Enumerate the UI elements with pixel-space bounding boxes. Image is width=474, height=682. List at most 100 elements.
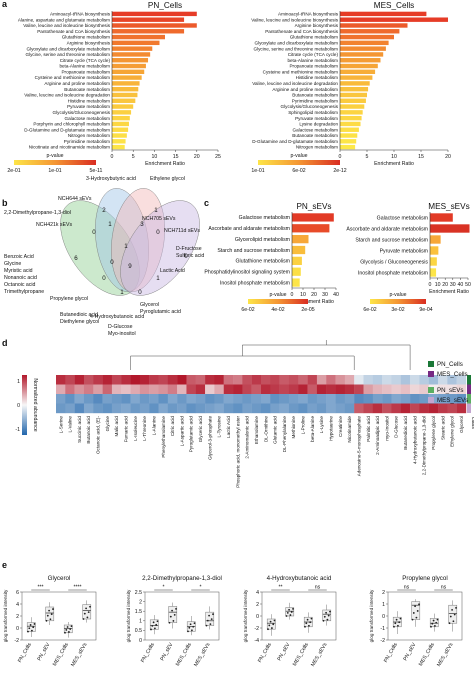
y-tick-label: 2 [382,590,385,596]
heatmap-cell [65,375,75,385]
heatmap-column-label: L-Valine [68,416,73,433]
heatmap-cell [121,394,131,404]
heatmap-cell [288,394,299,404]
data-point [452,620,455,623]
box-title: 4-Hydroxybutanoic acid [267,575,332,582]
data-point [448,622,451,625]
data-point [397,624,399,627]
bar [340,58,381,63]
heatmap-cell [83,403,94,414]
heatmap-cell [65,384,75,395]
data-point [289,614,292,616]
heatmap-cell [261,403,271,414]
heatmap-cell [382,394,392,404]
box-iqr [45,606,55,622]
bar [340,127,359,132]
data-point [212,613,214,616]
heatmap-cell [158,394,169,404]
heatmap-cell [111,384,122,395]
plot-frame [144,591,220,641]
category-label: Citrate cycle (TCA cycle) [288,52,339,57]
bar [340,23,408,28]
heatmap-cell [438,375,448,385]
heatmap-cell [344,375,355,385]
heatmap-column-label: Glyceric acid [198,416,203,443]
heatmap-cell [410,375,420,385]
heatmap-column-label: DL-Ornithine [263,416,268,442]
data-point [173,613,176,616]
heatmap-cell [167,394,178,404]
category-label: Arginine and proline metabolism [44,81,110,86]
heatmap-cell [121,375,131,385]
venn-metabolite-label: Glycerol [140,302,159,308]
bar [340,104,365,109]
heatmap-cell [139,384,150,395]
data-point [188,626,191,629]
heatmap-column-label: Glutamic acid [273,416,278,444]
heatmap-cell [400,384,411,395]
venn-metabolite-label: Trimethylpropane [4,289,44,295]
category-label: Phosphatidylinositol signaling system [204,270,290,276]
heatmap-cell [410,394,420,404]
bar [112,86,139,92]
heatmap-column-label: Ethylene glycol [450,416,455,447]
heatmap-column-label: L-Aspartic acid [179,416,184,447]
bar [340,144,356,150]
chart-title: MES_sEVs [428,202,469,211]
category-label: Arginine biosynthesis [67,40,111,45]
heatmap-cell [419,394,429,404]
legend-title: p-value [46,153,63,159]
heatmap-column-label: L-Isoleucine [133,416,138,441]
heatmap-cell [111,403,122,414]
y-tick-label: 2 [256,602,259,608]
y-axis-label: glog transformed intensity [243,589,248,642]
bar [340,110,363,115]
category-label: Galactose metabolism [65,116,111,121]
data-point [65,629,68,631]
data-point [432,619,435,622]
heatmap-cell [410,384,420,395]
data-point [326,618,329,621]
x-tick-label: 20 [194,154,200,160]
venn-metabolite-label: Pyroglutamic acid [140,309,181,315]
category-label: Glycine, serine and threonine metabolism [253,46,338,51]
bar [430,224,470,233]
bar [112,11,197,17]
legend-tick-label: 2e-05 [301,307,314,313]
data-point [28,627,31,630]
box-category-label: PN_sEV [36,642,51,662]
heatmap-cell [56,384,66,395]
venn-metabolite-label: 3-Hydroxybutyric acid [86,176,136,182]
y-tick-label: -1 [380,626,385,632]
category-label: Pyrimidine metabolism [64,139,110,144]
chart-title: PN_Cells [148,1,182,10]
box-iqr [429,618,439,628]
box-category-label: PN_sEV [402,642,417,662]
venn-metabolite-label: Myo-inositol [108,331,136,337]
group-legend-swatch [428,397,434,403]
data-point [395,618,398,621]
venn-count: 2 [102,207,106,214]
x-axis-label: Enrichment Ratio [374,161,414,167]
data-point [430,625,432,628]
data-point [322,619,325,622]
data-point [49,618,52,621]
heatmap-cell [456,384,467,395]
category-label: Valine, leucine and isoleucine degradati… [252,81,338,86]
data-point [271,627,273,629]
bar [112,58,149,63]
heatmap-column-label: L-Serine [58,416,63,434]
data-point [70,625,73,628]
data-point [89,605,91,608]
bar [112,34,165,40]
data-point [64,631,66,634]
venn-count: 1 [124,243,128,250]
category-label: Inositol phosphate metabolism [358,270,428,276]
significance-label: ns [404,585,410,591]
x-tick-label: 15 [418,154,424,160]
heatmap-cell [438,384,448,395]
category-label: Pyruvate metabolism [295,116,338,121]
venn-count: 1 [154,207,158,214]
box-iqr [149,619,159,630]
category-label: Galactose metabolism [239,215,290,221]
